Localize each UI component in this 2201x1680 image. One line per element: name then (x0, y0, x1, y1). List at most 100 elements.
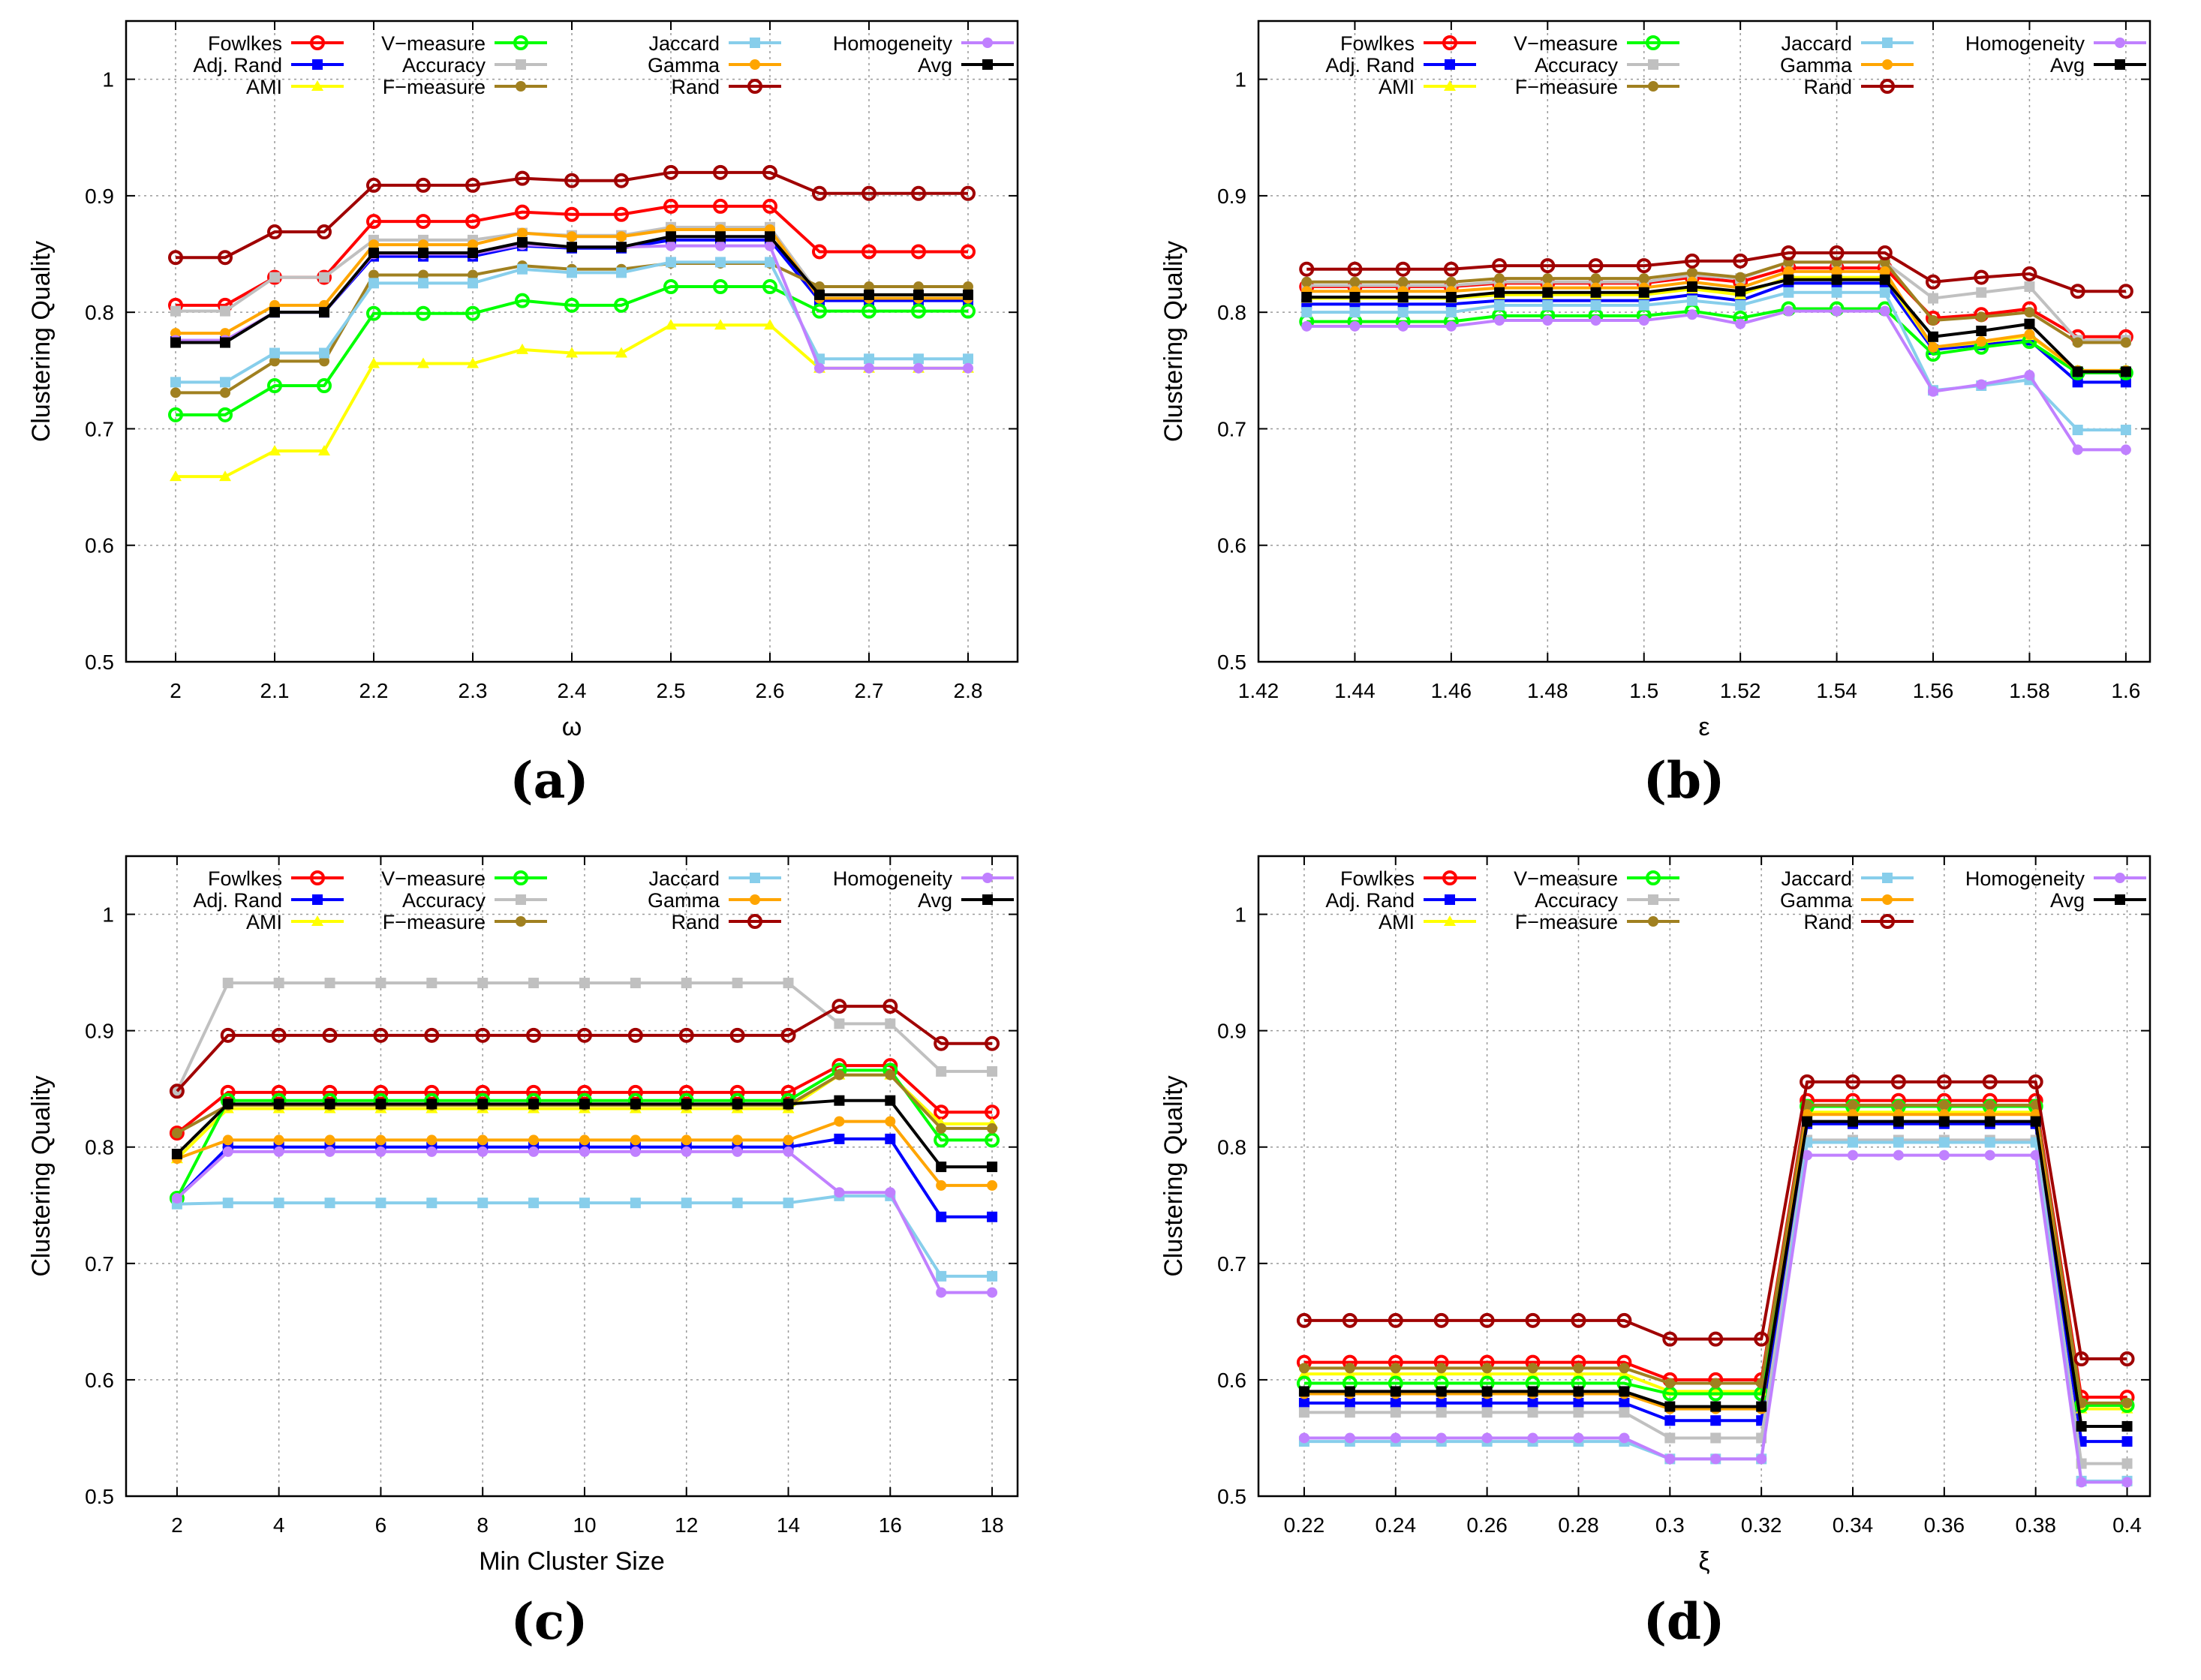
data-point-rand (267, 224, 282, 240)
data-point-gamma (477, 1135, 489, 1146)
data-point-f-measure (987, 1123, 998, 1134)
legend-marker-gamma (1882, 59, 1893, 70)
data-point-avg (1783, 274, 1794, 285)
data-point-jaccard (1686, 295, 1697, 306)
legend-marker-v-measure (1646, 870, 1661, 885)
series-line-homogeneity (1306, 309, 2126, 452)
data-point-homogeneity (1984, 1150, 1995, 1161)
data-point-fowlkes (465, 214, 480, 230)
data-point-jaccard (732, 1198, 743, 1209)
data-point-accuracy (269, 272, 280, 283)
data-point-gamma (2024, 329, 2035, 340)
series-fowlkes (169, 1058, 1000, 1141)
legend-marker-rand (747, 914, 762, 929)
data-point-accuracy (1390, 1407, 1401, 1418)
legend-label-ami: AMI (1379, 911, 1415, 933)
data-point-jaccard (1879, 287, 1890, 298)
data-point-f-measure (1893, 1099, 1904, 1110)
data-point-f-measure (269, 356, 280, 367)
data-point-avg (2024, 318, 2035, 329)
data-point-f-measure (1848, 1099, 1858, 1110)
legend-label-f-measure: F−measure (383, 76, 486, 98)
data-point-v-measure (366, 305, 381, 321)
data-point-homogeneity (1390, 1432, 1401, 1444)
legend-label-jaccard: Jaccard (648, 32, 720, 55)
data-point-f-measure (1298, 1363, 1309, 1374)
data-point-ami (368, 357, 380, 368)
data-point-homogeneity (171, 1192, 182, 1204)
data-point-accuracy (220, 305, 230, 317)
legend-label-v-measure: V−measure (1514, 867, 1618, 890)
legend-label-accuracy: Accuracy (1535, 889, 1619, 912)
data-point-f-measure (2120, 337, 2131, 348)
y-tick-label: 0.8 (85, 1136, 114, 1159)
data-point-homogeneity (732, 1146, 743, 1157)
data-point-fowlkes (713, 198, 728, 214)
data-point-rand (678, 1027, 694, 1043)
x-tick-label: 2.2 (359, 679, 389, 702)
data-point-avg (814, 289, 825, 300)
panel-d-series (1296, 1074, 2135, 1488)
x-tick-label: 0.34 (1833, 1513, 1874, 1537)
x-axis-label: ω (562, 713, 582, 741)
data-point-jaccard (426, 1198, 437, 1209)
data-point-gamma (468, 239, 478, 251)
data-point-jaccard (269, 347, 280, 359)
data-point-fowlkes (576, 1084, 592, 1100)
data-point-ami (566, 347, 578, 358)
data-point-rand (1974, 269, 1989, 285)
data-point-fowlkes (729, 1084, 745, 1100)
data-point-f-measure (170, 387, 181, 398)
data-point-gamma (1831, 266, 1842, 277)
data-point-rand (1479, 1312, 1495, 1328)
legend-marker-gamma (1882, 894, 1893, 905)
legend-marker-rand (1880, 79, 1895, 94)
series-line-adj-rand (1306, 281, 2126, 384)
legend-label-adj-rand: Adj. Rand (193, 54, 282, 77)
data-point-adj-rand (885, 1133, 896, 1144)
data-point-v-measure (911, 303, 926, 319)
data-point-avg (1542, 287, 1553, 298)
data-point-jaccard (170, 377, 181, 388)
data-point-avg (1638, 287, 1649, 298)
data-point-rand (1781, 245, 1797, 260)
panel-d-frame (1257, 855, 2151, 1498)
legend-label-f-measure: F−measure (1515, 76, 1618, 98)
data-point-homogeneity (814, 362, 825, 374)
data-point-jaccard (1590, 299, 1601, 311)
data-point-rand (1890, 1074, 1906, 1089)
legend-marker-fowlkes (310, 35, 325, 50)
data-point-rand (169, 1083, 185, 1099)
data-point-jaccard (616, 267, 627, 278)
data-point-jaccard (1301, 307, 1312, 318)
data-point-avg (170, 337, 181, 348)
y-axis-label: Clustering Quality (27, 241, 56, 442)
data-point-jaccard (936, 1270, 947, 1282)
data-point-avg (477, 1098, 489, 1110)
data-point-fowlkes (475, 1084, 491, 1100)
legend-marker-fowlkes (310, 870, 325, 885)
panel-a-frame (125, 20, 1019, 663)
series-line-rand (1306, 251, 2126, 293)
legend-marker-jaccard (1882, 873, 1893, 883)
series-jaccard (170, 257, 973, 388)
data-point-accuracy (885, 1018, 896, 1029)
data-point-rand (218, 250, 233, 266)
legend-label-accuracy: Accuracy (1535, 54, 1619, 77)
data-point-jaccard (1494, 299, 1505, 311)
data-point-rand (271, 1027, 287, 1043)
legend-label-f-measure: F−measure (383, 911, 486, 933)
data-point-homogeneity (1848, 1150, 1858, 1161)
data-point-gamma (273, 1135, 284, 1146)
data-point-jaccard (1938, 1137, 1950, 1148)
legend-label-fowlkes: Fowlkes (208, 867, 282, 890)
data-point-adj-rand (1664, 1415, 1676, 1426)
series-avg (170, 231, 973, 348)
data-point-homogeneity (1349, 320, 1361, 332)
x-tick-label: 1.52 (1720, 679, 1761, 702)
data-point-jaccard (765, 257, 775, 268)
data-point-rand (861, 185, 876, 201)
data-point-accuracy (987, 1065, 998, 1077)
data-point-gamma (222, 1135, 233, 1146)
data-point-homogeneity (1802, 1150, 1813, 1161)
